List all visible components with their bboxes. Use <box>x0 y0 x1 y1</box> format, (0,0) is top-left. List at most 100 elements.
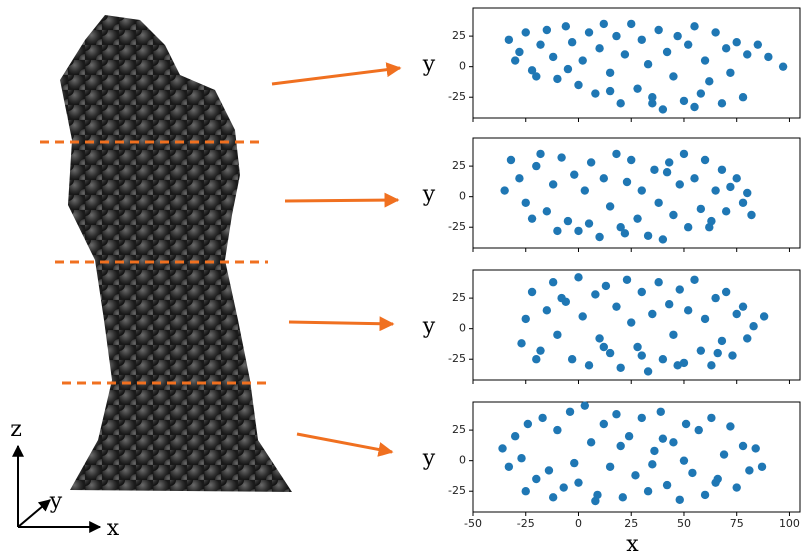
point <box>498 444 506 452</box>
point <box>751 444 759 452</box>
point <box>587 438 595 446</box>
point <box>532 72 540 80</box>
point <box>606 202 614 210</box>
point <box>638 351 646 359</box>
point <box>665 158 673 166</box>
y-tick-label: 25 <box>452 159 466 172</box>
point <box>505 36 513 44</box>
point <box>697 205 705 213</box>
point <box>650 447 658 455</box>
point <box>574 273 582 281</box>
y-tick-label: -25 <box>448 484 466 497</box>
point <box>722 44 730 52</box>
point <box>695 426 703 434</box>
point <box>553 331 561 339</box>
y-axis-label: y <box>422 446 436 471</box>
x-tick-label: -50 <box>464 517 482 530</box>
point <box>663 48 671 56</box>
point <box>568 355 576 363</box>
point <box>568 38 576 46</box>
point <box>553 227 561 235</box>
y-tick-label: 25 <box>452 29 466 42</box>
point <box>718 99 726 107</box>
point <box>697 89 705 97</box>
point <box>574 81 582 89</box>
point <box>676 285 684 293</box>
x-tick-label: 75 <box>730 517 744 530</box>
point <box>648 310 656 318</box>
point <box>665 300 673 308</box>
y-axis-label: y <box>422 314 436 339</box>
point <box>532 355 540 363</box>
point <box>591 290 599 298</box>
point <box>690 174 698 182</box>
point <box>585 28 593 36</box>
point <box>654 278 662 286</box>
point <box>581 401 589 409</box>
point <box>553 75 561 83</box>
point <box>705 77 713 85</box>
point <box>616 99 624 107</box>
point <box>549 180 557 188</box>
point <box>648 460 656 468</box>
point <box>754 40 762 48</box>
point <box>524 420 532 428</box>
point <box>600 420 608 428</box>
point <box>623 178 631 186</box>
point <box>517 339 525 347</box>
point <box>711 28 719 36</box>
point <box>659 235 667 243</box>
point <box>743 334 751 342</box>
point <box>673 32 681 40</box>
point <box>606 349 614 357</box>
point <box>528 214 536 222</box>
point <box>684 306 692 314</box>
point <box>600 343 608 351</box>
point <box>595 334 603 342</box>
point <box>606 87 614 95</box>
point <box>739 302 747 310</box>
point <box>522 487 530 495</box>
point <box>543 26 551 34</box>
point <box>564 217 572 225</box>
point <box>701 491 709 499</box>
point <box>633 84 641 92</box>
point <box>543 306 551 314</box>
point <box>718 337 726 345</box>
point <box>711 478 719 486</box>
point <box>612 302 620 310</box>
point <box>739 442 747 450</box>
y-tick-label: -25 <box>448 220 466 233</box>
triad-z-label: z <box>10 417 22 442</box>
point <box>728 351 736 359</box>
point <box>673 361 681 369</box>
x-tick-label: 50 <box>677 517 691 530</box>
point <box>625 432 633 440</box>
point <box>591 89 599 97</box>
point <box>549 278 557 286</box>
point <box>680 150 688 158</box>
point <box>538 414 546 422</box>
point <box>697 346 705 354</box>
point <box>690 103 698 111</box>
point <box>720 450 728 458</box>
point <box>549 493 557 501</box>
point <box>631 471 639 479</box>
point <box>739 199 747 207</box>
point <box>560 483 568 491</box>
y-tick-label: 0 <box>459 60 466 73</box>
point <box>579 56 587 64</box>
point <box>745 466 753 474</box>
point <box>515 48 523 56</box>
point <box>680 456 688 464</box>
point <box>557 294 565 302</box>
point <box>606 463 614 471</box>
point <box>657 408 665 416</box>
point <box>743 50 751 58</box>
point <box>522 315 530 323</box>
point <box>758 463 766 471</box>
point <box>701 315 709 323</box>
point <box>564 65 572 73</box>
point <box>718 166 726 174</box>
point <box>726 183 734 191</box>
